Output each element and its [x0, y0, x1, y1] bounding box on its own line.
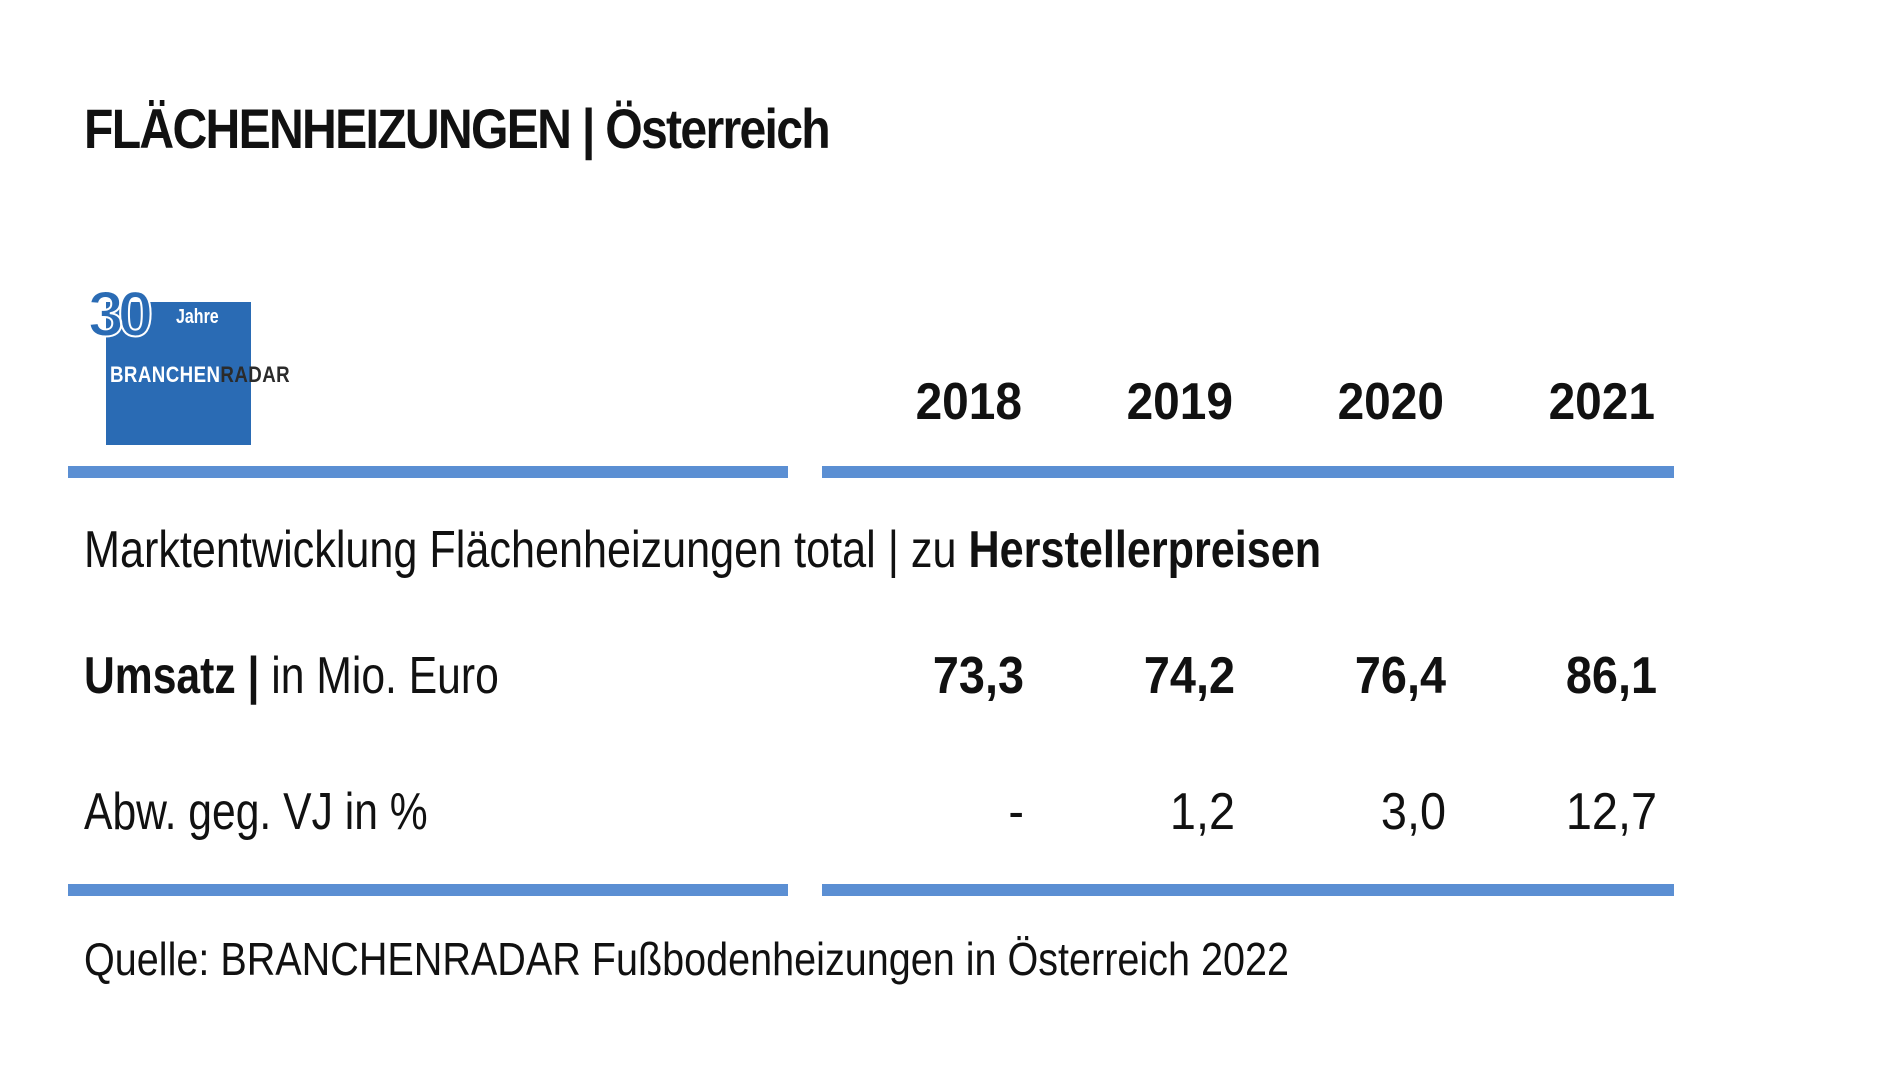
year-header-2021: 2021 — [1548, 373, 1655, 431]
subtitle-emphasis: Herstellerpreisen — [968, 521, 1322, 579]
subtitle-prefix: Marktentwicklung Flächenheizungen total … — [84, 521, 969, 579]
cell-revenue-2021: 86,1 — [1565, 647, 1657, 705]
cell-revenue-2020: 76,4 — [1354, 647, 1446, 705]
cell-change-2021: 12,7 — [1565, 783, 1657, 841]
bottom-rule-left — [68, 884, 788, 896]
cell-revenue-2018: 73,3 — [932, 647, 1024, 705]
row-label-revenue-rest: in Mio. Euro — [259, 647, 499, 705]
cell-change-2019: 1,2 — [1169, 783, 1235, 841]
row-label-revenue: Umsatz | in Mio. Euro — [84, 646, 499, 706]
year-header-2020: 2020 — [1337, 373, 1444, 431]
cell-revenue-2019: 74,2 — [1143, 647, 1235, 705]
logo-number: 30 — [87, 278, 154, 350]
logo-jahre: Jahre — [176, 306, 219, 328]
year-header-2018: 2018 — [915, 373, 1022, 431]
row-label-change: Abw. geg. VJ in % — [84, 783, 428, 841]
logo-brand-part2: RADAR — [220, 362, 291, 387]
top-rule-left — [68, 466, 788, 478]
branchenradar-logo: 30 Jahre BRANCHENRADAR — [87, 278, 348, 452]
year-header-2019: 2019 — [1126, 373, 1233, 431]
row-label-revenue-bold: Umsatz | — [84, 647, 260, 705]
logo-brand: BRANCHENRADAR — [110, 362, 290, 388]
cell-change-2020: 3,0 — [1380, 783, 1446, 841]
top-rule-right — [822, 466, 1674, 478]
cell-change-2018: - — [1008, 783, 1024, 841]
bottom-rule-right — [822, 884, 1674, 896]
table-subtitle: Marktentwicklung Flächenheizungen total … — [84, 520, 1321, 580]
logo-box — [106, 302, 251, 445]
logo-brand-part1: BRANCHEN — [110, 362, 221, 387]
page-title: FLÄCHENHEIZUNGEN | Österreich — [84, 97, 831, 160]
source-note: Quelle: BRANCHENRADAR Fußbodenheizungen … — [84, 933, 1289, 985]
